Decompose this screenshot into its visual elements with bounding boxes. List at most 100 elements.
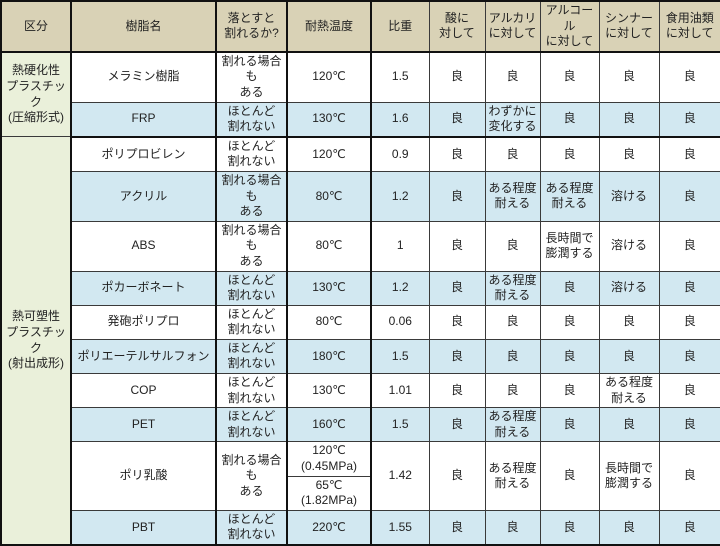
cell-acid: 良 [428, 373, 486, 409]
cell-thinner: 溶ける [598, 170, 660, 222]
cell-heat-temp: 180℃ [286, 338, 372, 375]
cell-heat-temp: 130℃ [286, 101, 372, 138]
cell-oil: 良 [658, 373, 720, 409]
cell-alcohol: ある程度 耐える [539, 170, 600, 222]
header-row: 区分 樹脂名 落とすと 割れるか? 耐熱温度 比重 酸に 対して アルカリ に対… [0, 0, 720, 53]
cell-gravity: 1.5 [370, 338, 430, 375]
cell-gravity: 1.42 [370, 441, 430, 511]
cell-alkali: ある程度 耐える [484, 270, 541, 306]
cell-thinner: ある程度 耐える [598, 373, 660, 409]
cell-resin-name: ポリエーテルサルフォン [70, 338, 217, 375]
group-thermoplastic: 熱可塑性 プラスチック (射出成形) [0, 136, 72, 546]
cell-heat-temp: 120℃ [286, 136, 372, 172]
cell-crack: ほとんど 割れない [215, 101, 288, 138]
cell-heat-temp: 80℃ [286, 170, 372, 222]
table-header: 区分 樹脂名 落とすと 割れるか? 耐熱温度 比重 酸に 対して アルカリ に対… [0, 0, 720, 53]
cell-resin-name: PET [70, 407, 217, 443]
row-abs: ABS 割れる場合も ある 80℃ 1 良 良 長時間で 膨潤する 溶ける 良 [1, 220, 720, 272]
cell-heat-temp-182mpa: 65℃ (1.82MPa) [286, 475, 372, 511]
cell-alcohol: 良 [539, 101, 600, 138]
row-frp: FRP ほとんど 割れない 130℃ 1.6 良 わずかに 変化する 良 良 良 [1, 101, 720, 138]
cell-gravity: 1.6 [370, 101, 430, 138]
cell-heat-temp: 120℃ [286, 51, 372, 103]
row-pbt: PBT ほとんど 割れない 220℃ 1.55 良 良 良 良 良 [1, 509, 720, 546]
cell-heat-temp: 80℃ [286, 220, 372, 272]
cell-alcohol: 良 [539, 51, 600, 103]
cell-heat-temp: 130℃ [286, 373, 372, 409]
cell-acid: 良 [428, 270, 486, 306]
col-header-category: 区分 [0, 0, 72, 53]
cell-oil: 良 [658, 220, 720, 272]
cell-crack: 割れる場合も ある [215, 170, 288, 222]
row-pet: PET ほとんど 割れない 160℃ 1.5 良 ある程度 耐える 良 良 良 [1, 407, 720, 443]
cell-gravity: 1.5 [370, 51, 430, 103]
cell-acid: 良 [428, 51, 486, 103]
cell-crack: ほとんど 割れない [215, 304, 288, 340]
cell-crack: ほとんど 割れない [215, 136, 288, 172]
cell-heat-temp: 80℃ [286, 304, 372, 340]
cell-heat-temp: 220℃ [286, 509, 372, 546]
cell-alcohol: 良 [539, 509, 600, 546]
cell-thinner: 良 [598, 101, 660, 138]
cell-alkali: 良 [484, 220, 541, 272]
row-polypropylene: 熱可塑性 プラスチック (射出成形) ポリプロビレン ほとんど 割れない 120… [0, 136, 720, 546]
cell-oil: 良 [658, 136, 720, 172]
col-header-resin-name: 樹脂名 [70, 0, 217, 53]
cell-alkali: 良 [484, 304, 541, 340]
cell-thinner: 良 [598, 407, 660, 443]
cell-resin-name: ポカーボネート [70, 270, 217, 306]
cell-crack: 割れる場合も ある [215, 51, 288, 103]
cell-thinner: 溶ける [598, 220, 660, 272]
row-melamine: 熱硬化性 プラスチック (圧縮形式) メラミン樹脂 割れる場合も ある 120℃… [0, 51, 720, 138]
cell-gravity: 0.9 [370, 136, 430, 172]
cell-oil: 良 [658, 338, 720, 375]
cell-acid: 良 [428, 441, 486, 511]
cell-thinner: 良 [598, 304, 660, 340]
cell-alkali: 良 [484, 51, 541, 103]
cell-gravity: 0.06 [370, 304, 430, 340]
cell-thinner: 溶ける [598, 270, 660, 306]
col-header-acid: 酸に 対して [428, 0, 486, 53]
cell-crack: ほとんど 割れない [215, 338, 288, 375]
cell-crack: ほとんど 割れない [215, 509, 288, 546]
cell-acid: 良 [428, 220, 486, 272]
col-header-specific-gravity: 比重 [370, 0, 430, 53]
cell-oil: 良 [658, 407, 720, 443]
cell-heat-temp-045mpa: 120℃ (0.45MPa) [286, 441, 372, 477]
cell-thinner: 良 [598, 51, 660, 103]
cell-acid: 良 [428, 170, 486, 222]
cell-oil: 良 [658, 51, 720, 103]
cell-crack: 割れる場合も ある [215, 220, 288, 272]
cell-gravity: 1.5 [370, 407, 430, 443]
cell-heat-temp: 160℃ [286, 407, 372, 443]
table-body: 熱硬化性 プラスチック (圧縮形式) メラミン樹脂 割れる場合も ある 120℃… [0, 51, 720, 546]
cell-alcohol: 良 [539, 441, 600, 511]
cell-oil: 良 [658, 304, 720, 340]
cell-oil: 良 [658, 270, 720, 306]
cell-thinner: 良 [598, 338, 660, 375]
row-cop: COP ほとんど 割れない 130℃ 1.01 良 良 良 ある程度 耐える 良 [1, 373, 720, 409]
col-header-heat-temp: 耐熱温度 [286, 0, 372, 53]
cell-alkali: わずかに 変化する [484, 101, 541, 138]
cell-resin-name: ポリ乳酸 [70, 441, 217, 511]
cell-resin-name: アクリル [70, 170, 217, 222]
cell-resin-name: ABS [70, 220, 217, 272]
row-foamed-pp: 発砲ポリプロ ほとんど 割れない 80℃ 0.06 良 良 良 良 良 [1, 304, 720, 340]
cell-gravity: 1.2 [370, 170, 430, 222]
cell-crack: ほとんど 割れない [215, 270, 288, 306]
cell-alkali: ある程度 耐える [484, 441, 541, 511]
cell-gravity: 1.2 [370, 270, 430, 306]
cell-alkali: 良 [484, 373, 541, 409]
cell-alcohol: 長時間で 膨潤する [539, 220, 600, 272]
col-header-crack-resistance: 落とすと 割れるか? [215, 0, 288, 53]
cell-alkali: ある程度 耐える [484, 407, 541, 443]
cell-thinner: 良 [598, 509, 660, 546]
cell-acid: 良 [428, 338, 486, 375]
cell-alcohol: 良 [539, 373, 600, 409]
cell-alkali: ある程度 耐える [484, 170, 541, 222]
cell-acid: 良 [428, 407, 486, 443]
cell-gravity: 1.01 [370, 373, 430, 409]
group-thermosetting: 熱硬化性 プラスチック (圧縮形式) [0, 51, 72, 138]
cell-gravity: 1 [370, 220, 430, 272]
